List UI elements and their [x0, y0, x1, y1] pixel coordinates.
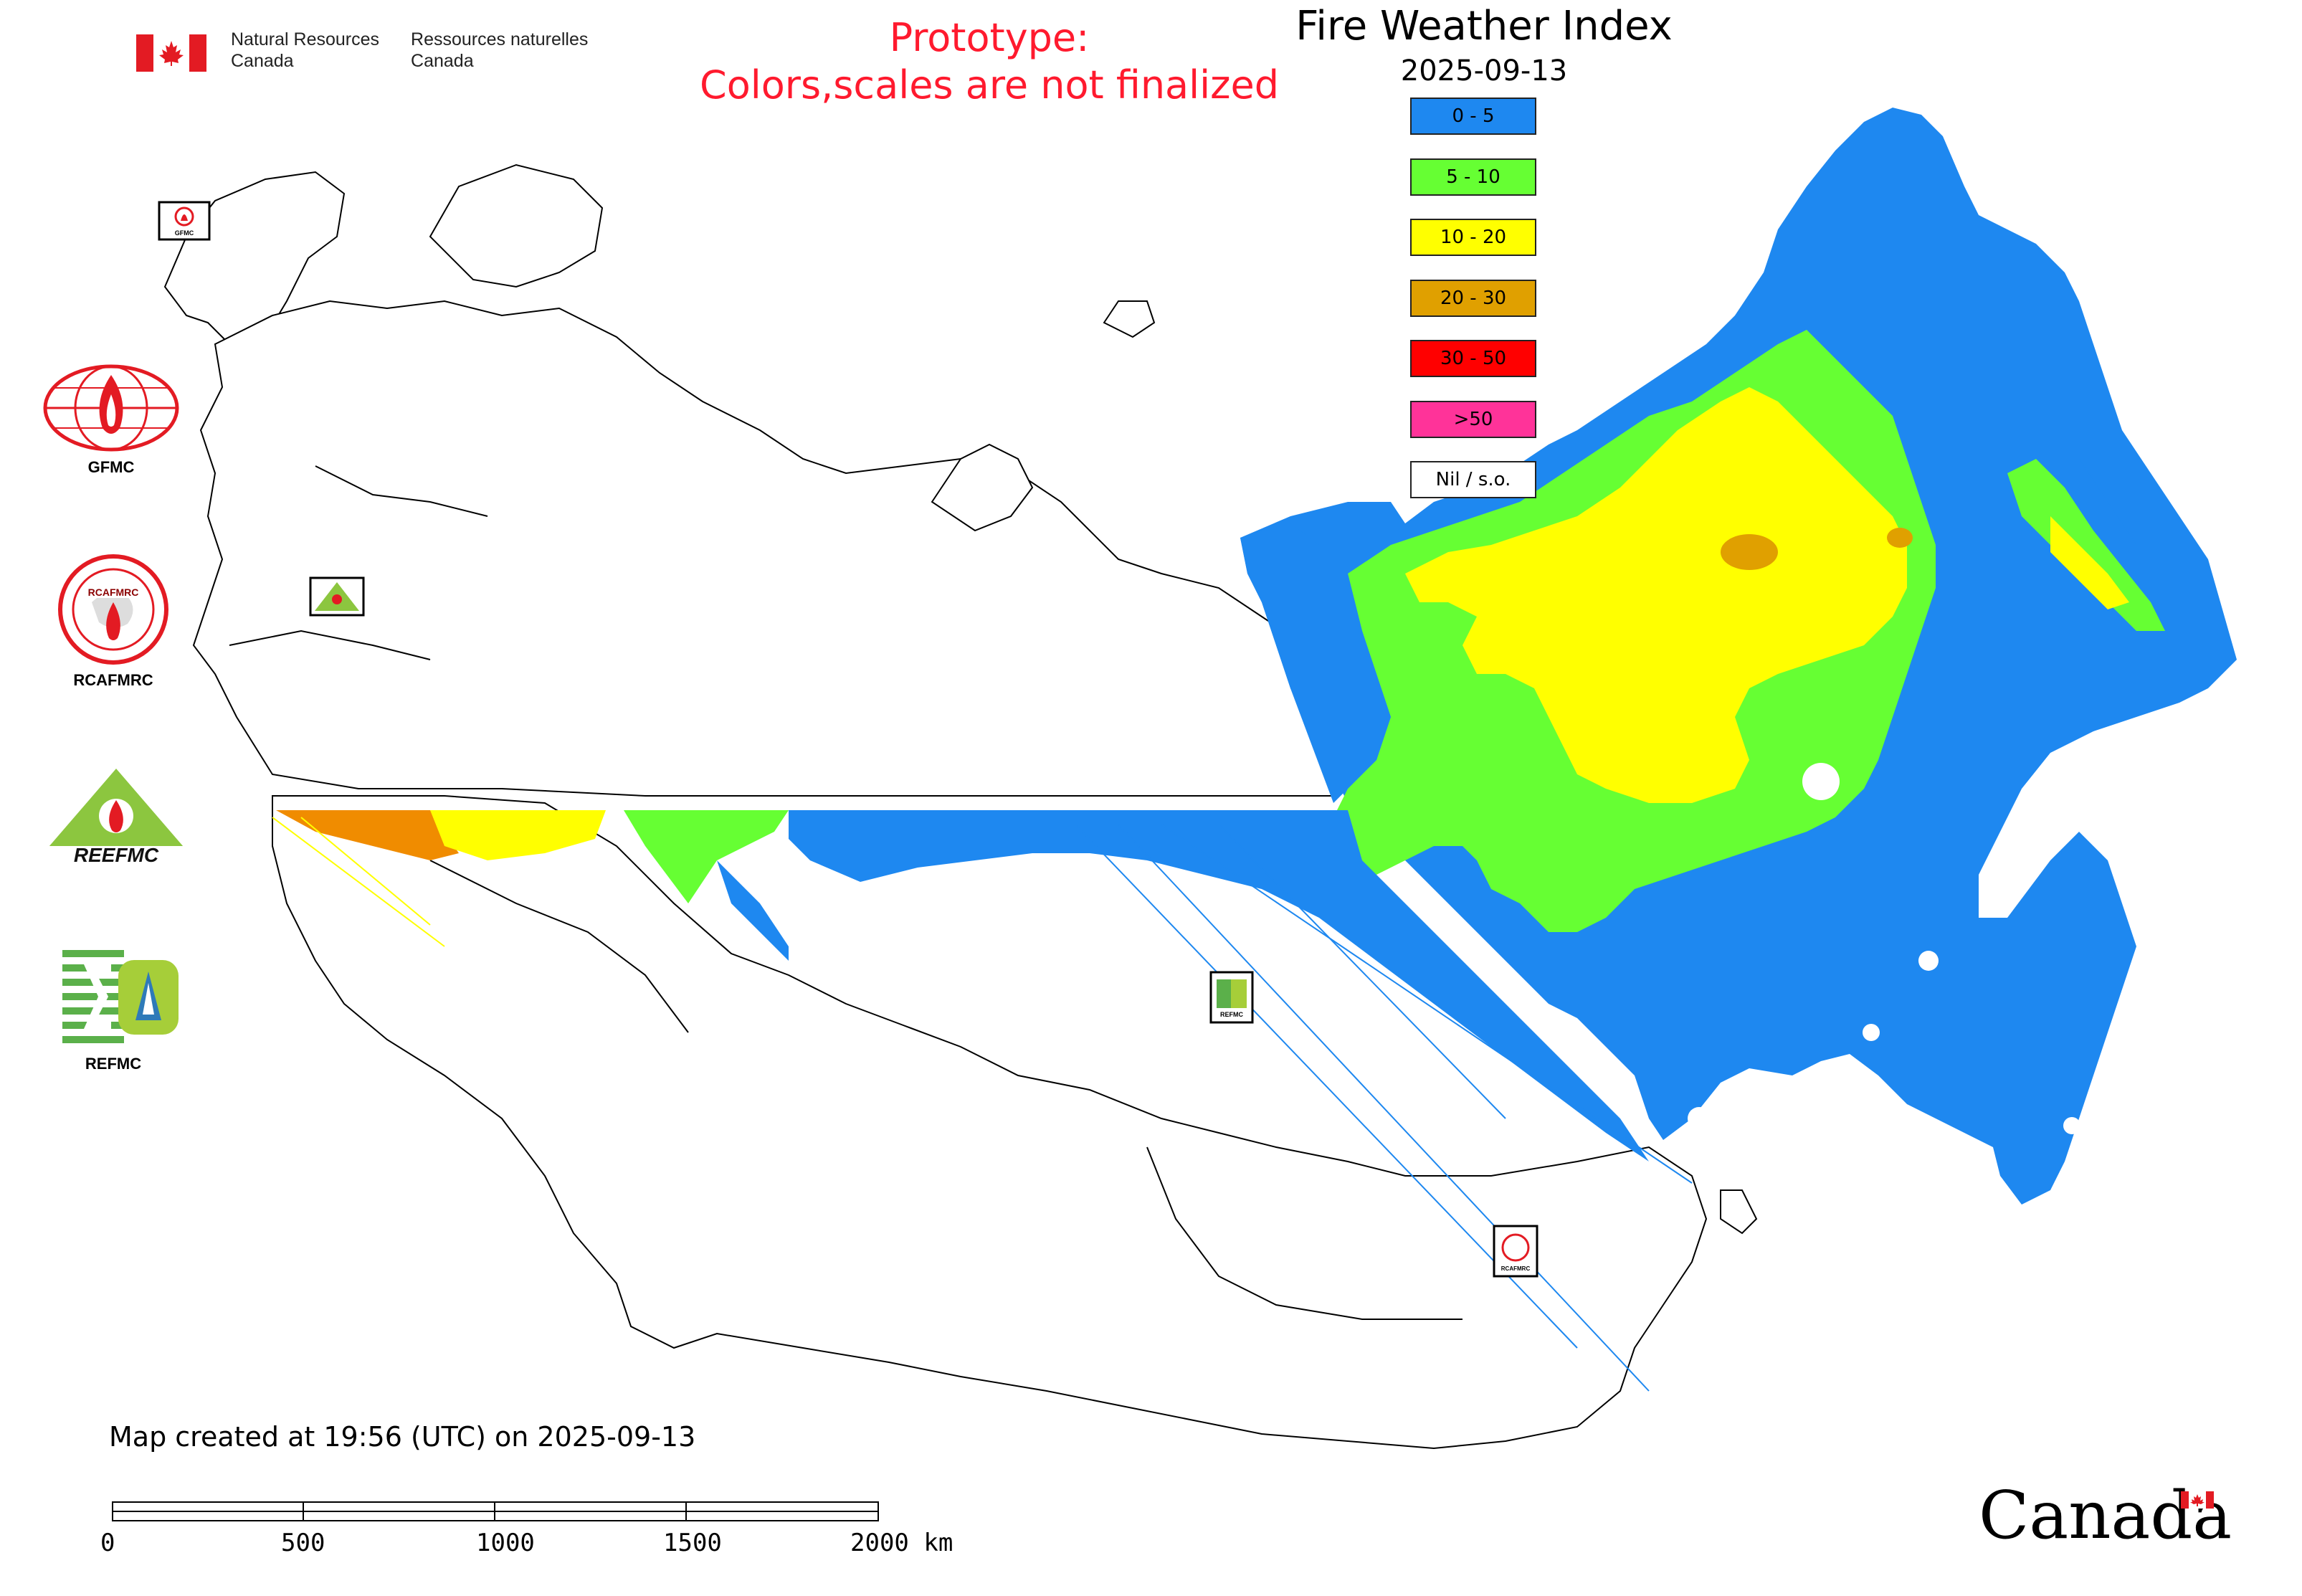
- svg-text:GFMC: GFMC: [175, 229, 194, 237]
- scale-bar: [112, 1501, 879, 1521]
- nil-hole-5: [2063, 1117, 2080, 1134]
- refmc-logo: REFMC: [42, 943, 185, 1073]
- canada-wordmark: Canada: [1979, 1480, 2232, 1552]
- goc-en-line2: Canada: [231, 51, 294, 71]
- rcafmrc-logo-icon: RCAFMRC: [58, 554, 168, 665]
- legend-item-label: 20 - 30: [1440, 287, 1507, 309]
- legend-item: 30 - 50: [1410, 340, 1536, 377]
- legend-item-label: >50: [1453, 408, 1493, 430]
- central-asia-outline: [272, 795, 1708, 1450]
- svg-text:REFMC: REFMC: [1220, 1011, 1243, 1018]
- reefmc-logo: REEFMC: [37, 766, 195, 866]
- legend-item: 20 - 30: [1410, 279, 1536, 317]
- site-marker-rcafmrc: RCAFMRC: [1493, 1225, 1538, 1278]
- fwi-west-blue: [1240, 523, 1391, 803]
- western-russia-outline: [192, 300, 1334, 797]
- goc-name-fr: Ressources naturelles Canada: [411, 29, 588, 72]
- goc-name-en: Natural Resources Canada: [231, 29, 379, 72]
- scale-tick-label: 2000 km: [850, 1529, 953, 1557]
- legend-item-label: 30 - 50: [1440, 348, 1507, 369]
- gfmc-label: GFMC: [87, 458, 135, 476]
- map-date: 2025-09-13: [1400, 54, 1568, 87]
- legend-item: 0 - 5: [1410, 98, 1536, 135]
- fwi-band-yellow: [430, 810, 606, 860]
- novaya-zemlya-outline: [931, 443, 1034, 532]
- fwi-zone-20-30-b: [1887, 528, 1913, 548]
- goc-en-line1: Natural Resources: [231, 29, 380, 49]
- severnaya-zemlya-outline: [1103, 300, 1156, 338]
- scale-tick-label: 1000: [476, 1529, 535, 1557]
- gfmc-logo-icon: [43, 364, 179, 452]
- inner-border-2: [1146, 1146, 1462, 1320]
- svg-text:RCAFMRC: RCAFMRC: [88, 586, 139, 598]
- nil-hole-1: [1802, 763, 1840, 800]
- site-marker-refmc: REFMC: [1209, 971, 1254, 1024]
- site-marker-gfmc: GFMC: [158, 201, 211, 241]
- legend-item-label: 10 - 20: [1440, 227, 1507, 248]
- kola-outline: [429, 163, 604, 288]
- svg-text:RCAFMRC: RCAFMRC: [1501, 1265, 1531, 1272]
- canada-flag-icon: [136, 34, 206, 72]
- site-marker-reefmc: [309, 576, 365, 617]
- goc-fr-line2: Canada: [411, 51, 474, 71]
- fwi-zone-20-30-a: [1721, 534, 1778, 570]
- nil-hole-4: [1688, 1107, 1711, 1130]
- map-created-text: Map created at 19:56 (UTC) on 2025-09-13: [109, 1421, 696, 1453]
- prototype-notice: Prototype: Colors,scales are not finaliz…: [667, 14, 1312, 109]
- prototype-line1: Prototype:: [889, 15, 1090, 60]
- fwi-band-green: [624, 810, 789, 903]
- fwi-streaks-yellow: [272, 817, 445, 947]
- fwi-kamchatka-green: [2007, 459, 2165, 631]
- rcafmrc-logo: RCAFMRC RCAFMRC: [42, 552, 185, 690]
- fwi-zone-10-20: [1405, 387, 1907, 803]
- inner-border-1: [429, 860, 689, 1033]
- nil-hole-2: [1918, 951, 1939, 971]
- scale-tick-label: 1500: [663, 1529, 722, 1557]
- svg-text:REEFMC: REEFMC: [74, 844, 159, 866]
- prototype-line2: Colors,scales are not finalized: [700, 62, 1279, 108]
- scale-bar-graphic: [112, 1501, 879, 1521]
- gfmc-logo: GFMC: [39, 362, 183, 477]
- scale-tick-label: 500: [281, 1529, 325, 1557]
- refmc-label: REFMC: [85, 1055, 142, 1073]
- legend-item-label: 0 - 5: [1452, 105, 1495, 127]
- fwi-band-blue-streak: [717, 860, 789, 961]
- fwi-band-blue: [789, 810, 1649, 1162]
- legend-item: >50: [1410, 400, 1536, 438]
- canada-wordmark-text: Canada: [1979, 1477, 2232, 1554]
- reefmc-logo-icon: REEFMC: [43, 769, 189, 866]
- fwi-band-orange: [276, 810, 459, 860]
- sakhalin-outline: [1720, 1189, 1758, 1235]
- legend-item: 10 - 20: [1410, 219, 1536, 256]
- scale-tick-label: 0: [100, 1529, 115, 1557]
- land-outlines: [163, 163, 1758, 1450]
- legend-item-label: Nil / s.o.: [1435, 469, 1511, 490]
- fwi-raster: [272, 108, 2237, 1392]
- inner-border-3: [315, 465, 488, 517]
- legend-item-label: 5 - 10: [1446, 166, 1500, 188]
- rcafmrc-label: RCAFMRC: [73, 671, 153, 689]
- legend-item: Nil / s.o.: [1410, 461, 1536, 498]
- wordmark-flag-icon: [2181, 1491, 2214, 1509]
- goc-fr-line1: Ressources naturelles: [411, 29, 589, 49]
- inner-border-4: [229, 630, 431, 660]
- refmc-logo-icon: [61, 946, 179, 1048]
- map-title: Fire Weather Index: [1295, 3, 1673, 49]
- nil-hole-3: [1863, 1024, 1880, 1041]
- fwi-kamchatka-yellow: [2050, 516, 2129, 609]
- goc-signature: Natural Resources Canada Ressources natu…: [136, 29, 588, 72]
- legend-item: 5 - 10: [1410, 158, 1536, 196]
